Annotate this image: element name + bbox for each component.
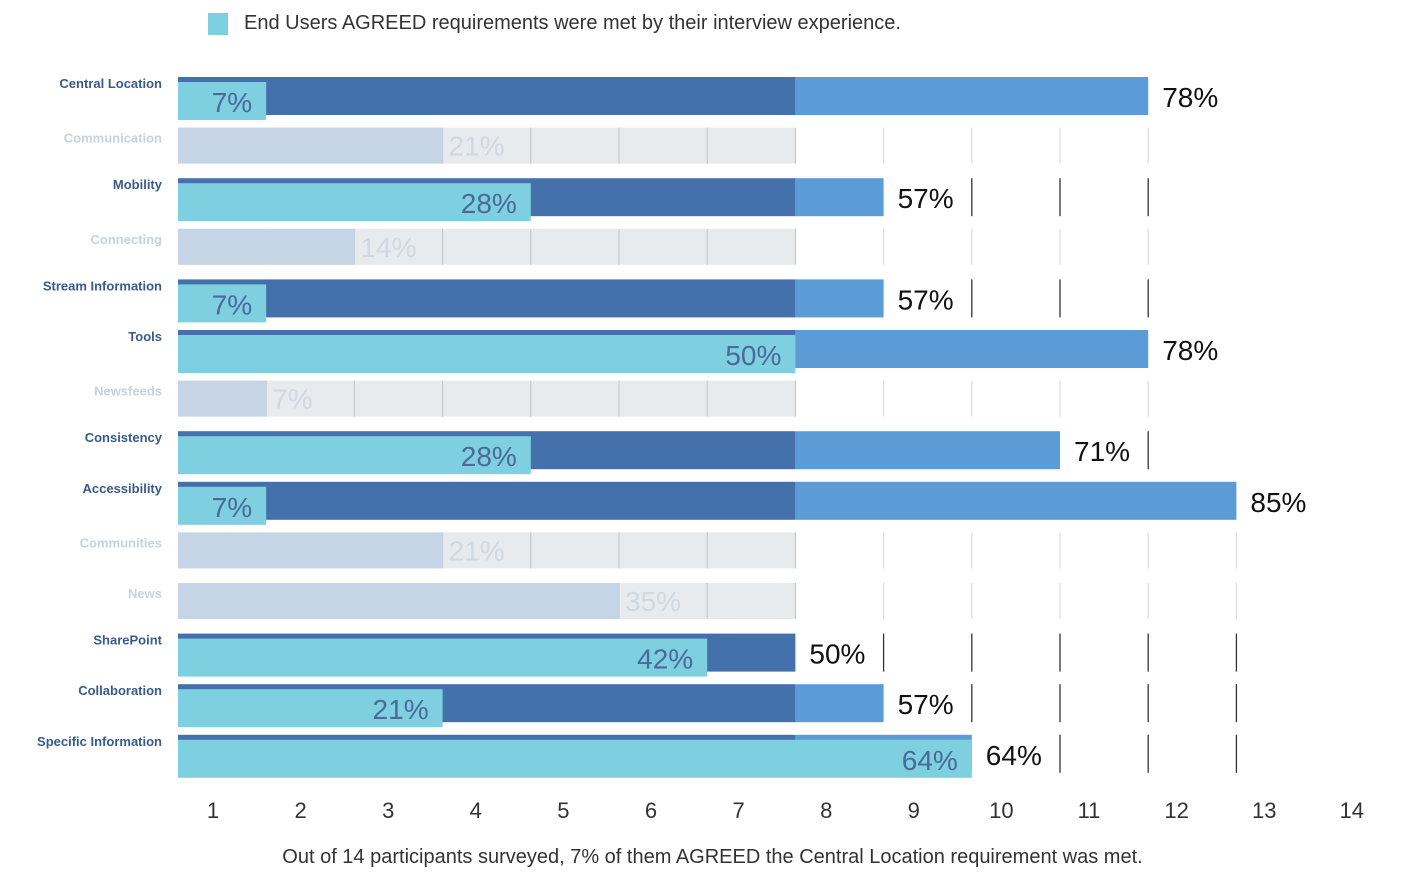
category-label: Central Location: [59, 76, 162, 91]
category-label: Newsfeeds: [94, 384, 162, 399]
total-value-label: 64%: [986, 740, 1042, 771]
faded-bar: [178, 583, 619, 619]
category-label: Accessibility: [83, 481, 163, 496]
category-label: Stream Information: [43, 278, 162, 293]
agreed-value-label: 21%: [373, 694, 429, 725]
agreed-bar: [178, 183, 531, 222]
total-bar-base: [178, 279, 796, 318]
agreed-value-label: 28%: [461, 188, 517, 219]
category-label: Consistency: [85, 430, 163, 445]
x-tick-label: 13: [1252, 798, 1276, 823]
total-value-label: 57%: [898, 284, 954, 315]
total-value-label: 50%: [809, 639, 865, 670]
agreed-value-label: 7%: [212, 492, 252, 523]
x-tick-label: 6: [645, 798, 657, 823]
faded-value-label: 7%: [272, 384, 312, 415]
legend-swatch: [208, 12, 228, 35]
category-label: News: [128, 586, 162, 601]
legend-label: End Users AGREED requirements were met b…: [244, 12, 901, 34]
x-tick-label: 3: [382, 798, 394, 823]
category-label: SharePoint: [93, 633, 162, 648]
x-tick-label: 10: [989, 798, 1013, 823]
total-bar-extra: [795, 178, 884, 217]
x-tick-label: 5: [557, 798, 569, 823]
agreed-bar: [178, 739, 972, 778]
total-value-label: 85%: [1250, 487, 1306, 518]
total-value-label: 57%: [898, 689, 954, 720]
faded-bar: [178, 127, 443, 164]
agreed-bar: [178, 335, 796, 373]
faded-value-label: 21%: [449, 535, 505, 566]
category-label: Connecting: [91, 232, 163, 247]
x-tick-label: 11: [1078, 798, 1101, 823]
total-value-label: 78%: [1162, 335, 1218, 366]
category-label: Mobility: [113, 177, 163, 192]
agreed-bar: [178, 486, 267, 525]
total-bar-extra: [795, 77, 1149, 115]
total-bar-extra: [795, 279, 884, 318]
faded-background: [178, 380, 796, 417]
category-label: Communication: [64, 131, 162, 146]
agreed-value-label: 50%: [725, 340, 781, 371]
category-label: Collaboration: [78, 683, 162, 698]
total-value-label: 71%: [1074, 436, 1130, 467]
total-bar-base: [178, 77, 796, 115]
agreed-value-label: 64%: [902, 745, 958, 776]
total-bar-extra: [795, 330, 1149, 368]
agreed-value-label: 42%: [637, 644, 693, 675]
faded-bar: [178, 380, 267, 417]
total-bar-extra: [795, 431, 1060, 470]
agreed-value-label: 7%: [212, 289, 252, 320]
faded-bar: [178, 532, 443, 569]
faded-bar: [178, 228, 355, 265]
agreed-bar: [178, 689, 443, 728]
agreed-bar: [178, 436, 531, 475]
x-tick-label: 14: [1340, 798, 1364, 823]
category-label: Specific Information: [37, 734, 162, 749]
x-tick-label: 4: [470, 798, 482, 823]
total-bar-base: [178, 481, 796, 520]
chart-footnote: Out of 14 participants surveyed, 7% of t…: [282, 846, 1143, 868]
x-tick-label: 12: [1164, 798, 1188, 823]
x-tick-label: 7: [732, 798, 744, 823]
x-tick-label: 8: [820, 798, 832, 823]
faded-value-label: 21%: [449, 131, 505, 162]
agreed-bar: [178, 638, 708, 677]
x-tick-label: 1: [207, 798, 219, 823]
x-tick-label: 9: [908, 798, 920, 823]
legend: End Users AGREED requirements were met b…: [208, 12, 901, 35]
agreed-bar: [178, 82, 267, 120]
total-value-label: 78%: [1162, 82, 1218, 113]
total-bar-extra: [795, 481, 1237, 520]
category-label: Tools: [128, 329, 162, 344]
faded-value-label: 35%: [625, 586, 681, 617]
x-tick-label: 2: [294, 798, 306, 823]
total-bar-extra: [795, 684, 884, 723]
agreed-value-label: 28%: [461, 441, 517, 472]
category-label: Communities: [80, 535, 162, 550]
total-value-label: 57%: [898, 183, 954, 214]
agreed-value-label: 7%: [212, 87, 252, 118]
faded-value-label: 14%: [360, 232, 416, 263]
agreed-bar: [178, 284, 267, 323]
